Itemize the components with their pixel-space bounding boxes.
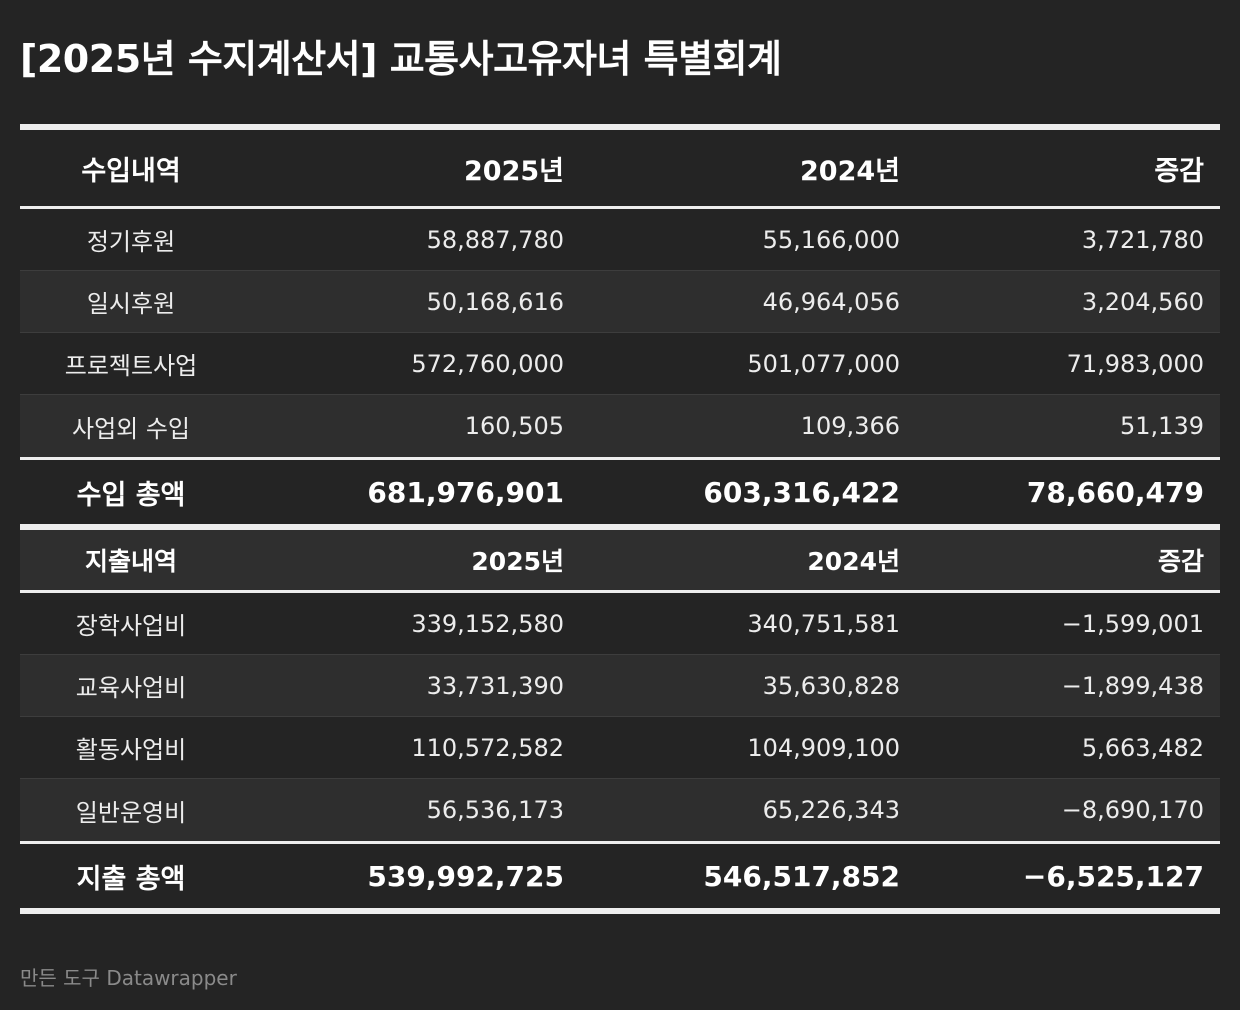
table-row: 교육사업비 33,731,390 35,630,828 −1,899,438 xyxy=(20,655,1220,717)
expense-total-row: 지출 총액 539,992,725 546,517,852 −6,525,127 xyxy=(20,844,1220,908)
section-divider xyxy=(20,524,1220,530)
value-2024: 46,964,056 xyxy=(762,287,900,316)
expense-total-rule xyxy=(20,841,1220,844)
table-row: 정기후원 58,887,780 55,166,000 3,721,780 xyxy=(20,209,1220,271)
value-change: −1,599,001 xyxy=(1061,609,1204,638)
expense-total-label: 지출 총액 xyxy=(76,863,186,895)
table-row: 활동사업비 110,572,582 104,909,100 5,663,482 xyxy=(20,717,1220,779)
value-2024: 104,909,100 xyxy=(747,733,900,762)
income-header-2025: 2025년 xyxy=(464,155,564,187)
value-2025: 56,536,173 xyxy=(426,796,564,824)
value-2024: 109,366 xyxy=(800,412,900,440)
row-label: 사업외 수입 xyxy=(71,414,191,443)
value-change: 3,204,560 xyxy=(1081,287,1204,316)
value-2025: 572,760,000 xyxy=(411,349,564,378)
value-change: −1,899,438 xyxy=(1061,671,1204,700)
income-total-rule xyxy=(20,457,1220,460)
value-change: −8,690,170 xyxy=(1061,796,1204,824)
value-2024: 35,630,828 xyxy=(762,671,900,700)
value-2024: 340,751,581 xyxy=(747,609,900,638)
row-label: 교육사업비 xyxy=(75,674,187,702)
income-total-change: 78,660,479 xyxy=(1026,475,1204,509)
table-row: 사업외 수입 160,505 109,366 51,139 xyxy=(20,395,1220,457)
table-row: 일반운영비 56,536,173 65,226,343 −8,690,170 xyxy=(20,779,1220,841)
value-2025: 160,505 xyxy=(464,412,564,440)
value-change: 3,721,780 xyxy=(1081,225,1204,254)
expense-total-2025: 539,992,725 xyxy=(367,859,564,893)
top-rule xyxy=(20,124,1220,130)
footer-credit[interactable]: 만든 도구 Datawrapper xyxy=(20,966,237,990)
income-header-category: 수입내역 xyxy=(81,155,181,187)
income-total-2024: 603,316,422 xyxy=(703,475,900,509)
value-2025: 50,168,616 xyxy=(426,287,564,316)
value-2024: 55,166,000 xyxy=(762,225,900,254)
value-2024: 501,077,000 xyxy=(747,349,900,378)
expense-header-category: 지출내역 xyxy=(84,547,177,576)
income-total-row: 수입 총액 681,976,901 603,316,422 78,660,479 xyxy=(20,460,1220,524)
value-2025: 110,572,582 xyxy=(411,733,564,762)
income-total-label: 수입 총액 xyxy=(76,479,186,511)
page-title: [2025년 수지계산서] 교통사고유자녀 특별회계 xyxy=(20,37,782,81)
value-2025: 339,152,580 xyxy=(411,609,564,638)
value-2024: 65,226,343 xyxy=(762,796,900,824)
row-label: 활동사업비 xyxy=(75,736,187,764)
expense-header-row: 지출내역 2025년 2024년 증감 xyxy=(20,530,1220,590)
expense-header-rule xyxy=(20,590,1220,593)
expense-header-2024: 2024년 xyxy=(807,547,900,576)
bottom-rule xyxy=(20,908,1220,914)
row-label: 일반운영비 xyxy=(75,798,187,827)
table-row: 프로젝트사업 572,760,000 501,077,000 71,983,00… xyxy=(20,333,1220,395)
table-row: 일시후원 50,168,616 46,964,056 3,204,560 xyxy=(20,271,1220,333)
value-change: 51,139 xyxy=(1120,412,1204,440)
row-label: 장학사업비 xyxy=(75,612,187,640)
income-header-2024: 2024년 xyxy=(800,155,900,187)
income-header-rule xyxy=(20,206,1220,209)
value-change: 5,663,482 xyxy=(1081,733,1204,762)
value-change: 71,983,000 xyxy=(1066,349,1204,378)
income-total-2025: 681,976,901 xyxy=(367,475,564,509)
expense-header-2025: 2025년 xyxy=(471,547,564,576)
value-2025: 33,731,390 xyxy=(426,671,564,700)
row-label: 프로젝트사업 xyxy=(64,352,198,380)
income-header-row: 수입내역 2025년 2024년 증감 xyxy=(20,130,1220,206)
expense-total-2024: 546,517,852 xyxy=(703,859,900,893)
expense-total-change: −6,525,127 xyxy=(1022,859,1204,893)
value-2025: 58,887,780 xyxy=(426,225,564,254)
row-label: 정기후원 xyxy=(86,228,176,256)
table-row: 장학사업비 339,152,580 340,751,581 −1,599,001 xyxy=(20,593,1220,655)
income-header-change: 증감 xyxy=(1154,155,1204,187)
finance-table: 수입내역 2025년 2024년 증감 정기후원 58,887,780 55,1… xyxy=(20,124,1220,914)
row-label: 일시후원 xyxy=(86,290,176,318)
expense-header-change: 증감 xyxy=(1157,547,1204,576)
